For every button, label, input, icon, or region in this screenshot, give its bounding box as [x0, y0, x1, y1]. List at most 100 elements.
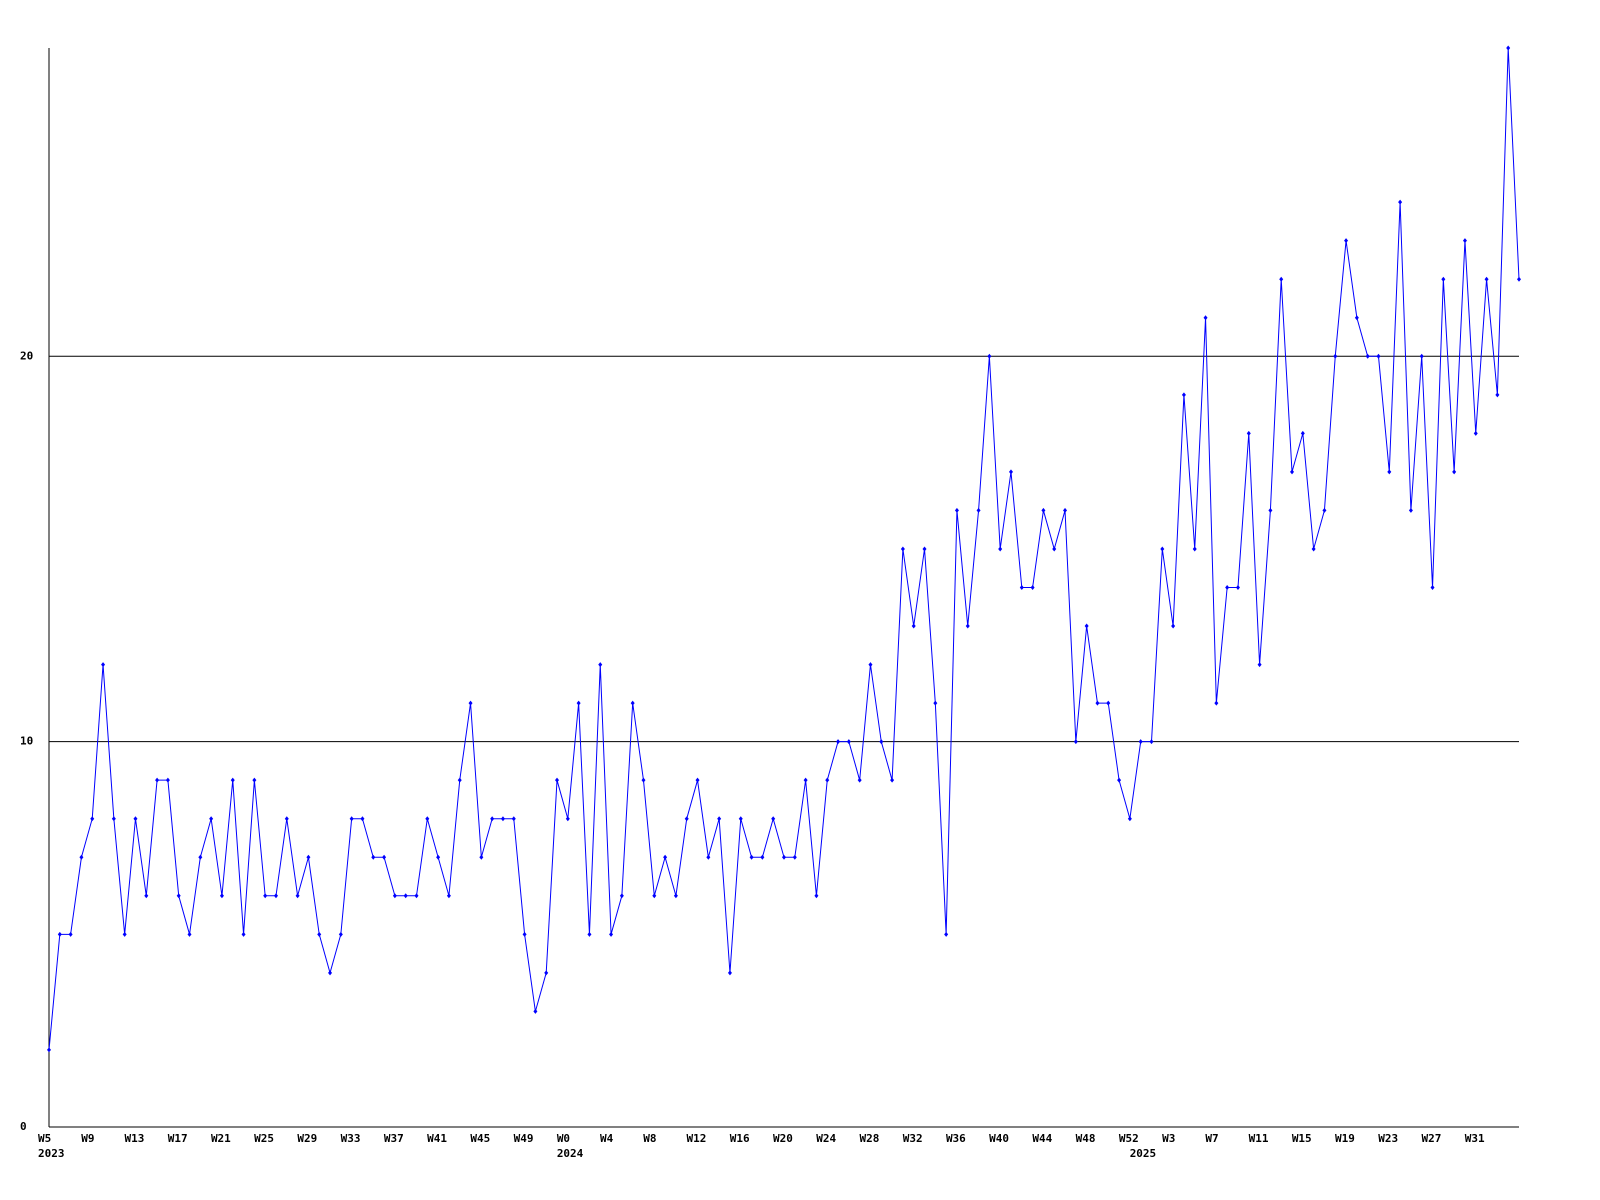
data-point: [68, 931, 73, 937]
x-tick-label: W4: [600, 1132, 614, 1145]
data-point: [738, 816, 743, 822]
data-point: [1408, 507, 1413, 513]
x-tick-label: W24: [816, 1132, 836, 1145]
x-year-label: 2023: [38, 1147, 65, 1160]
x-tick-label: W15: [1292, 1132, 1312, 1145]
data-point: [555, 777, 560, 783]
data-point: [1387, 469, 1392, 475]
data-point: [360, 816, 365, 822]
data-point: [1160, 546, 1165, 552]
data-point: [79, 854, 84, 860]
data-point: [273, 893, 278, 899]
data-point: [1149, 739, 1154, 745]
data-point: [868, 662, 873, 668]
x-tick-label: W41: [427, 1132, 447, 1145]
data-point: [500, 816, 505, 822]
data-point: [306, 854, 311, 860]
data-point: [101, 662, 106, 668]
data-point: [111, 816, 116, 822]
data-point: [1452, 469, 1457, 475]
data-point: [1376, 353, 1381, 359]
y-tick-label: 10: [20, 735, 33, 748]
data-point: [338, 931, 343, 937]
x-tick-label: W40: [989, 1132, 1009, 1145]
data-point: [446, 893, 451, 899]
data-point: [673, 893, 678, 899]
data-point: [1225, 585, 1230, 590]
data-point: [382, 854, 387, 860]
data-point: [1441, 276, 1446, 282]
data-point: [1171, 623, 1176, 629]
data-point: [1354, 315, 1359, 321]
data-point: [1398, 199, 1403, 205]
x-tick-label: W23: [1378, 1132, 1398, 1145]
x-tick-label: W33: [341, 1132, 361, 1145]
data-point: [1300, 430, 1305, 436]
data-point: [706, 854, 711, 860]
x-tick-label: W45: [470, 1132, 490, 1145]
data-point: [522, 931, 527, 937]
data-point: [176, 893, 181, 899]
x-tick-label: W52: [1119, 1132, 1139, 1145]
data-point: [1322, 507, 1327, 513]
x-tick-label: W48: [1076, 1132, 1096, 1145]
data-point: [436, 854, 441, 860]
data-point: [349, 816, 354, 822]
x-tick-label: W7: [1205, 1132, 1218, 1145]
data-point: [263, 893, 268, 899]
data-point: [1117, 777, 1122, 783]
data-point: [836, 739, 841, 745]
data-point: [641, 777, 646, 783]
data-point: [879, 739, 884, 745]
data-point: [1106, 700, 1111, 706]
data-point: [652, 893, 657, 899]
x-tick-label: W13: [124, 1132, 144, 1145]
data-point: [1257, 662, 1262, 668]
data-point: [1008, 469, 1013, 475]
data-point: [695, 777, 700, 783]
x-tick-label: W8: [643, 1132, 656, 1145]
data-point: [803, 777, 808, 783]
data-point: [457, 777, 462, 783]
data-point: [998, 546, 1003, 552]
data-point: [122, 931, 127, 937]
data-point: [598, 662, 603, 668]
data-point: [933, 700, 938, 706]
data-point: [760, 854, 765, 860]
data-point: [846, 739, 851, 745]
data-point: [414, 893, 419, 899]
x-tick-label: W36: [946, 1132, 966, 1145]
data-point: [1473, 430, 1478, 436]
x-year-label: 2024: [557, 1147, 584, 1160]
data-point: [922, 546, 927, 552]
x-tick-label: W49: [514, 1132, 534, 1145]
data-point: [144, 893, 149, 899]
x-tick-label: W28: [859, 1132, 879, 1145]
data-point: [1290, 469, 1295, 475]
data-point: [630, 700, 635, 706]
x-tick-label: W44: [1032, 1132, 1052, 1145]
data-point: [1192, 546, 1197, 552]
data-point: [857, 777, 862, 783]
data-point: [317, 931, 322, 937]
data-point: [241, 931, 246, 937]
data-point: [727, 970, 732, 976]
data-point: [1073, 739, 1078, 745]
data-point: [1041, 507, 1046, 513]
x-tick-label: W31: [1465, 1132, 1485, 1145]
x-tick-label: W25: [254, 1132, 274, 1145]
data-point: [468, 700, 473, 706]
data-point: [1506, 45, 1511, 51]
data-point: [252, 777, 257, 783]
data-point: [1365, 353, 1370, 359]
data-point: [47, 1047, 51, 1053]
data-point: [1063, 507, 1068, 513]
x-tick-label: W20: [773, 1132, 793, 1145]
data-point: [57, 931, 62, 937]
y-tick-label: 0: [20, 1120, 27, 1133]
data-point: [1030, 585, 1035, 590]
data-point: [976, 507, 981, 513]
data-point: [1344, 238, 1349, 244]
data-point: [717, 816, 722, 822]
